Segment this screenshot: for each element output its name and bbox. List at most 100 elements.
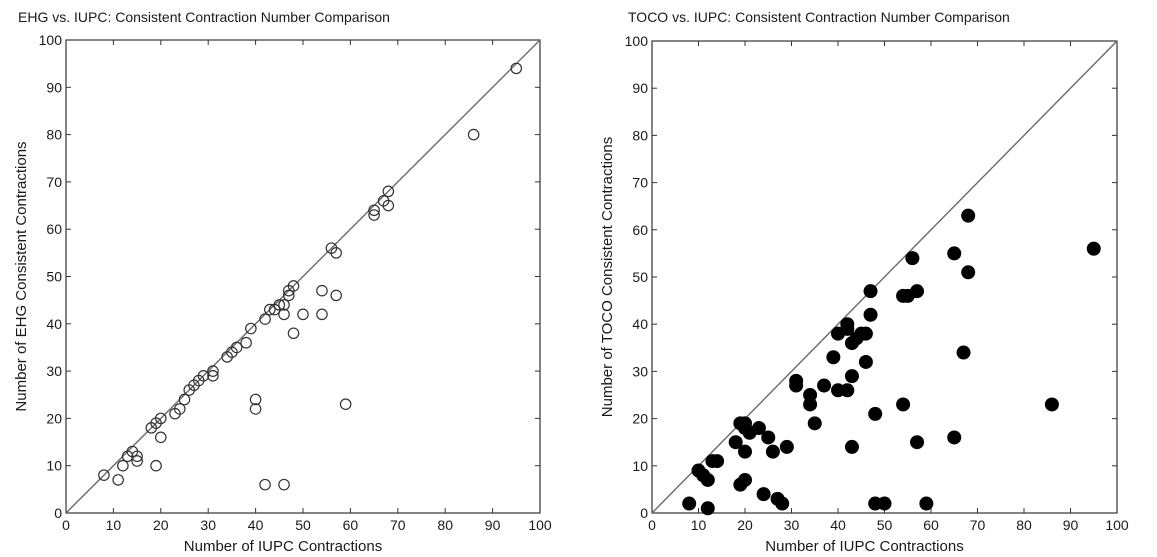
ehg-data-point xyxy=(178,393,191,406)
toco-data-point xyxy=(961,208,976,223)
toco-data-point xyxy=(877,496,892,511)
ehg-data-point xyxy=(131,450,143,463)
toco-data-point xyxy=(863,307,878,322)
toco-data-point xyxy=(700,472,715,487)
toco-data-point xyxy=(803,388,818,402)
toco-scatter-panel: TOCO vs. IUPC: Consistent Contraction Nu… xyxy=(599,9,1129,555)
ehg-x-tick-label: 40 xyxy=(248,517,264,533)
ehg-data-point xyxy=(368,204,380,217)
toco-x-tick-label: 20 xyxy=(737,517,753,533)
ehg-y-tick-label: 100 xyxy=(39,32,63,48)
toco-chart-title: TOCO vs. IUPC: Consistent Contraction Nu… xyxy=(628,9,1010,25)
toco-x-tick-label: 30 xyxy=(784,517,800,533)
toco-x-tick-label: 40 xyxy=(830,517,846,533)
ehg-x-tick-label: 90 xyxy=(485,517,501,533)
ehg-data-point xyxy=(150,459,162,472)
toco-y-tick-label: 20 xyxy=(632,411,648,427)
ehg-data-point xyxy=(155,431,167,444)
toco-data-point xyxy=(863,284,878,299)
toco-data-point xyxy=(765,444,780,459)
ehg-data-point xyxy=(249,403,262,415)
ehg-x-tick-label: 20 xyxy=(153,517,169,533)
toco-x-tick-label: 90 xyxy=(1063,517,1079,533)
toco-data-point xyxy=(840,383,855,398)
toco-data-point xyxy=(896,397,911,412)
toco-data-point xyxy=(1044,397,1059,412)
toco-data-point xyxy=(779,439,794,454)
ehg-x-tick-label: 70 xyxy=(390,517,406,533)
toco-data-point xyxy=(947,246,962,261)
toco-data-point xyxy=(817,378,832,393)
ehg-data-point xyxy=(117,459,129,472)
toco-x-tick-label: 0 xyxy=(648,517,656,533)
toco-identity-line xyxy=(651,40,1118,514)
ehg-data-point xyxy=(282,289,295,302)
toco-data-point xyxy=(910,284,925,299)
toco-data-point xyxy=(700,501,715,516)
toco-data-point xyxy=(751,421,766,436)
ehg-data-point xyxy=(287,280,300,292)
toco-x-tick-label: 100 xyxy=(1105,517,1129,533)
toco-y-tick-label: 50 xyxy=(632,269,648,285)
ehg-data-point xyxy=(249,393,262,406)
ehg-identity-line xyxy=(65,39,541,514)
ehg-data-point xyxy=(240,336,252,349)
toco-data-point xyxy=(789,378,804,393)
ehg-x-tick-label: 60 xyxy=(343,517,359,533)
toco-y-tick-label: 70 xyxy=(632,175,648,191)
ehg-scatter-panel: EHG vs. IUPC: Consistent Contraction Num… xyxy=(13,9,552,555)
toco-data-point xyxy=(844,369,859,384)
ehg-data-point xyxy=(316,284,328,297)
toco-y-tick-label: 30 xyxy=(632,363,648,379)
ehg-x-tick-label: 0 xyxy=(62,517,70,533)
toco-data-point xyxy=(761,430,776,445)
toco-data-point xyxy=(807,416,822,431)
ehg-data-point xyxy=(264,303,276,316)
toco-y-tick-label: 100 xyxy=(625,33,649,49)
ehg-y-tick-label: 10 xyxy=(46,458,62,474)
toco-y-tick-label: 80 xyxy=(632,127,648,143)
toco-x-axis-label: Number of IUPC Contractions xyxy=(765,538,963,555)
ehg-data-point xyxy=(245,322,257,335)
ehg-chart-title: EHG vs. IUPC: Consistent Contraction Num… xyxy=(18,9,390,25)
ehg-data-point xyxy=(297,308,309,321)
toco-data-point xyxy=(844,439,859,454)
ehg-y-tick-label: 60 xyxy=(46,221,62,237)
toco-data-point xyxy=(738,444,752,459)
toco-y-axis-label: Number of TOCO Consistent Contractions xyxy=(599,137,616,417)
toco-data-point xyxy=(956,345,971,360)
ehg-data-point xyxy=(98,469,110,481)
ehg-x-tick-label: 80 xyxy=(437,517,453,533)
ehg-y-tick-label: 90 xyxy=(46,79,62,95)
ehg-data-point xyxy=(330,289,342,302)
toco-data-point xyxy=(775,496,790,511)
toco-data-point xyxy=(961,265,976,280)
ehg-data-point xyxy=(230,341,243,354)
ehg-y-tick-label: 30 xyxy=(46,363,62,379)
toco-y-tick-label: 10 xyxy=(632,458,648,474)
ehg-data-point xyxy=(278,478,290,491)
toco-data-point xyxy=(919,496,934,511)
toco-data-point xyxy=(738,472,752,487)
ehg-y-tick-label: 80 xyxy=(46,127,62,143)
ehg-data-point xyxy=(173,403,186,415)
ehg-data-point xyxy=(316,308,328,321)
ehg-data-point xyxy=(368,209,380,221)
ehg-data-point xyxy=(259,313,271,325)
toco-data-point xyxy=(840,321,855,336)
ehg-x-axis-label: Number of IUPC Contractions xyxy=(184,538,382,555)
ehg-data-point xyxy=(467,128,480,141)
toco-x-tick-label: 70 xyxy=(970,517,986,533)
toco-y-tick-label: 90 xyxy=(632,80,648,96)
toco-y-tick-label: 0 xyxy=(640,505,648,521)
ehg-data-point xyxy=(207,370,219,382)
toco-data-point xyxy=(858,354,873,369)
toco-data-point xyxy=(1086,241,1101,256)
toco-data-point xyxy=(868,406,883,421)
ehg-data-point xyxy=(330,247,342,259)
toco-y-tick-label: 40 xyxy=(632,316,648,332)
ehg-data-point xyxy=(197,370,210,382)
toco-data-point xyxy=(858,326,873,341)
toco-data-point xyxy=(756,487,771,502)
